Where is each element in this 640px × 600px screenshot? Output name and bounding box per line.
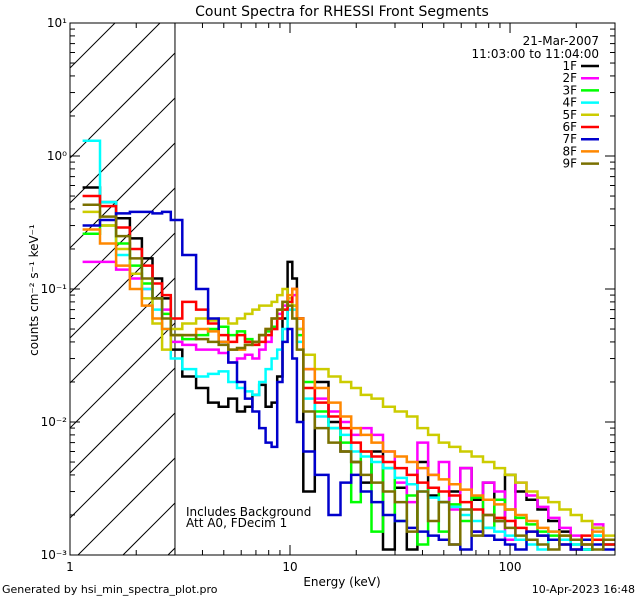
chart-title: Count Spectra for RHESSI Front Segments bbox=[195, 4, 489, 20]
x-axis-label: Energy (keV) bbox=[303, 575, 380, 589]
hatch-line bbox=[69, 277, 176, 384]
excluded-region-hatch bbox=[69, 22, 176, 556]
y-tick-label: 10⁰ bbox=[47, 149, 67, 163]
hatch-line bbox=[122, 502, 176, 556]
y-tick-label: 10¹ bbox=[47, 16, 67, 30]
y-tick-label: 10⁻² bbox=[41, 415, 68, 429]
hatch-line bbox=[69, 187, 176, 294]
series-line-9F bbox=[82, 203, 615, 551]
hatch-line bbox=[77, 457, 176, 556]
legend-label-4F: 4F bbox=[562, 96, 577, 110]
y-tick-label: 10⁻¹ bbox=[41, 282, 68, 296]
series-line-5F bbox=[82, 210, 615, 537]
legend-label-6F: 6F bbox=[562, 120, 577, 134]
axis-ticks: 1 10 100 10⁻³ 10⁻² 10⁻¹ 10⁰ 10¹ bbox=[41, 16, 616, 574]
y-axis-label: counts cm⁻² s⁻¹ keV⁻¹ bbox=[27, 224, 41, 356]
hatch-line bbox=[69, 22, 116, 69]
hatch-line bbox=[69, 322, 176, 429]
legend-label-3F: 3F bbox=[562, 83, 577, 97]
footer-timestamp: 10-Apr-2023 16:48 bbox=[531, 583, 635, 596]
hatch-line bbox=[69, 52, 176, 159]
y-tick-label: 10⁻³ bbox=[41, 548, 68, 562]
legend-label-5F: 5F bbox=[562, 108, 577, 122]
legend-label-7F: 7F bbox=[562, 132, 577, 146]
hatch-line bbox=[69, 412, 176, 519]
series-line-8F bbox=[82, 228, 615, 546]
x-tick-label: 100 bbox=[499, 560, 522, 574]
x-tick-label: 1 bbox=[66, 560, 74, 574]
legend-label-8F: 8F bbox=[562, 144, 577, 158]
legend-label-9F: 9F bbox=[562, 157, 577, 171]
legend-label-2F: 2F bbox=[562, 71, 577, 85]
hatch-line bbox=[69, 97, 176, 204]
attenuator-note: Att A0, FDecim 1 bbox=[186, 516, 287, 530]
hatch-line bbox=[69, 232, 176, 339]
date-annotation: 21-Mar-2007 bbox=[523, 34, 599, 48]
x-tick-label: 10 bbox=[282, 560, 297, 574]
series-line-7F bbox=[82, 210, 615, 551]
legend-label-1F: 1F bbox=[562, 59, 577, 73]
time-range-annotation: 11:03:00 to 11:04:00 bbox=[472, 47, 599, 61]
hatch-line bbox=[69, 367, 176, 474]
series-layer bbox=[82, 139, 615, 551]
background-note: Includes Background bbox=[186, 505, 311, 519]
hatch-line bbox=[167, 547, 176, 556]
generated-by-label: Generated by hsi_min_spectra_plot.pro bbox=[2, 583, 218, 596]
hatch-line bbox=[69, 22, 161, 114]
